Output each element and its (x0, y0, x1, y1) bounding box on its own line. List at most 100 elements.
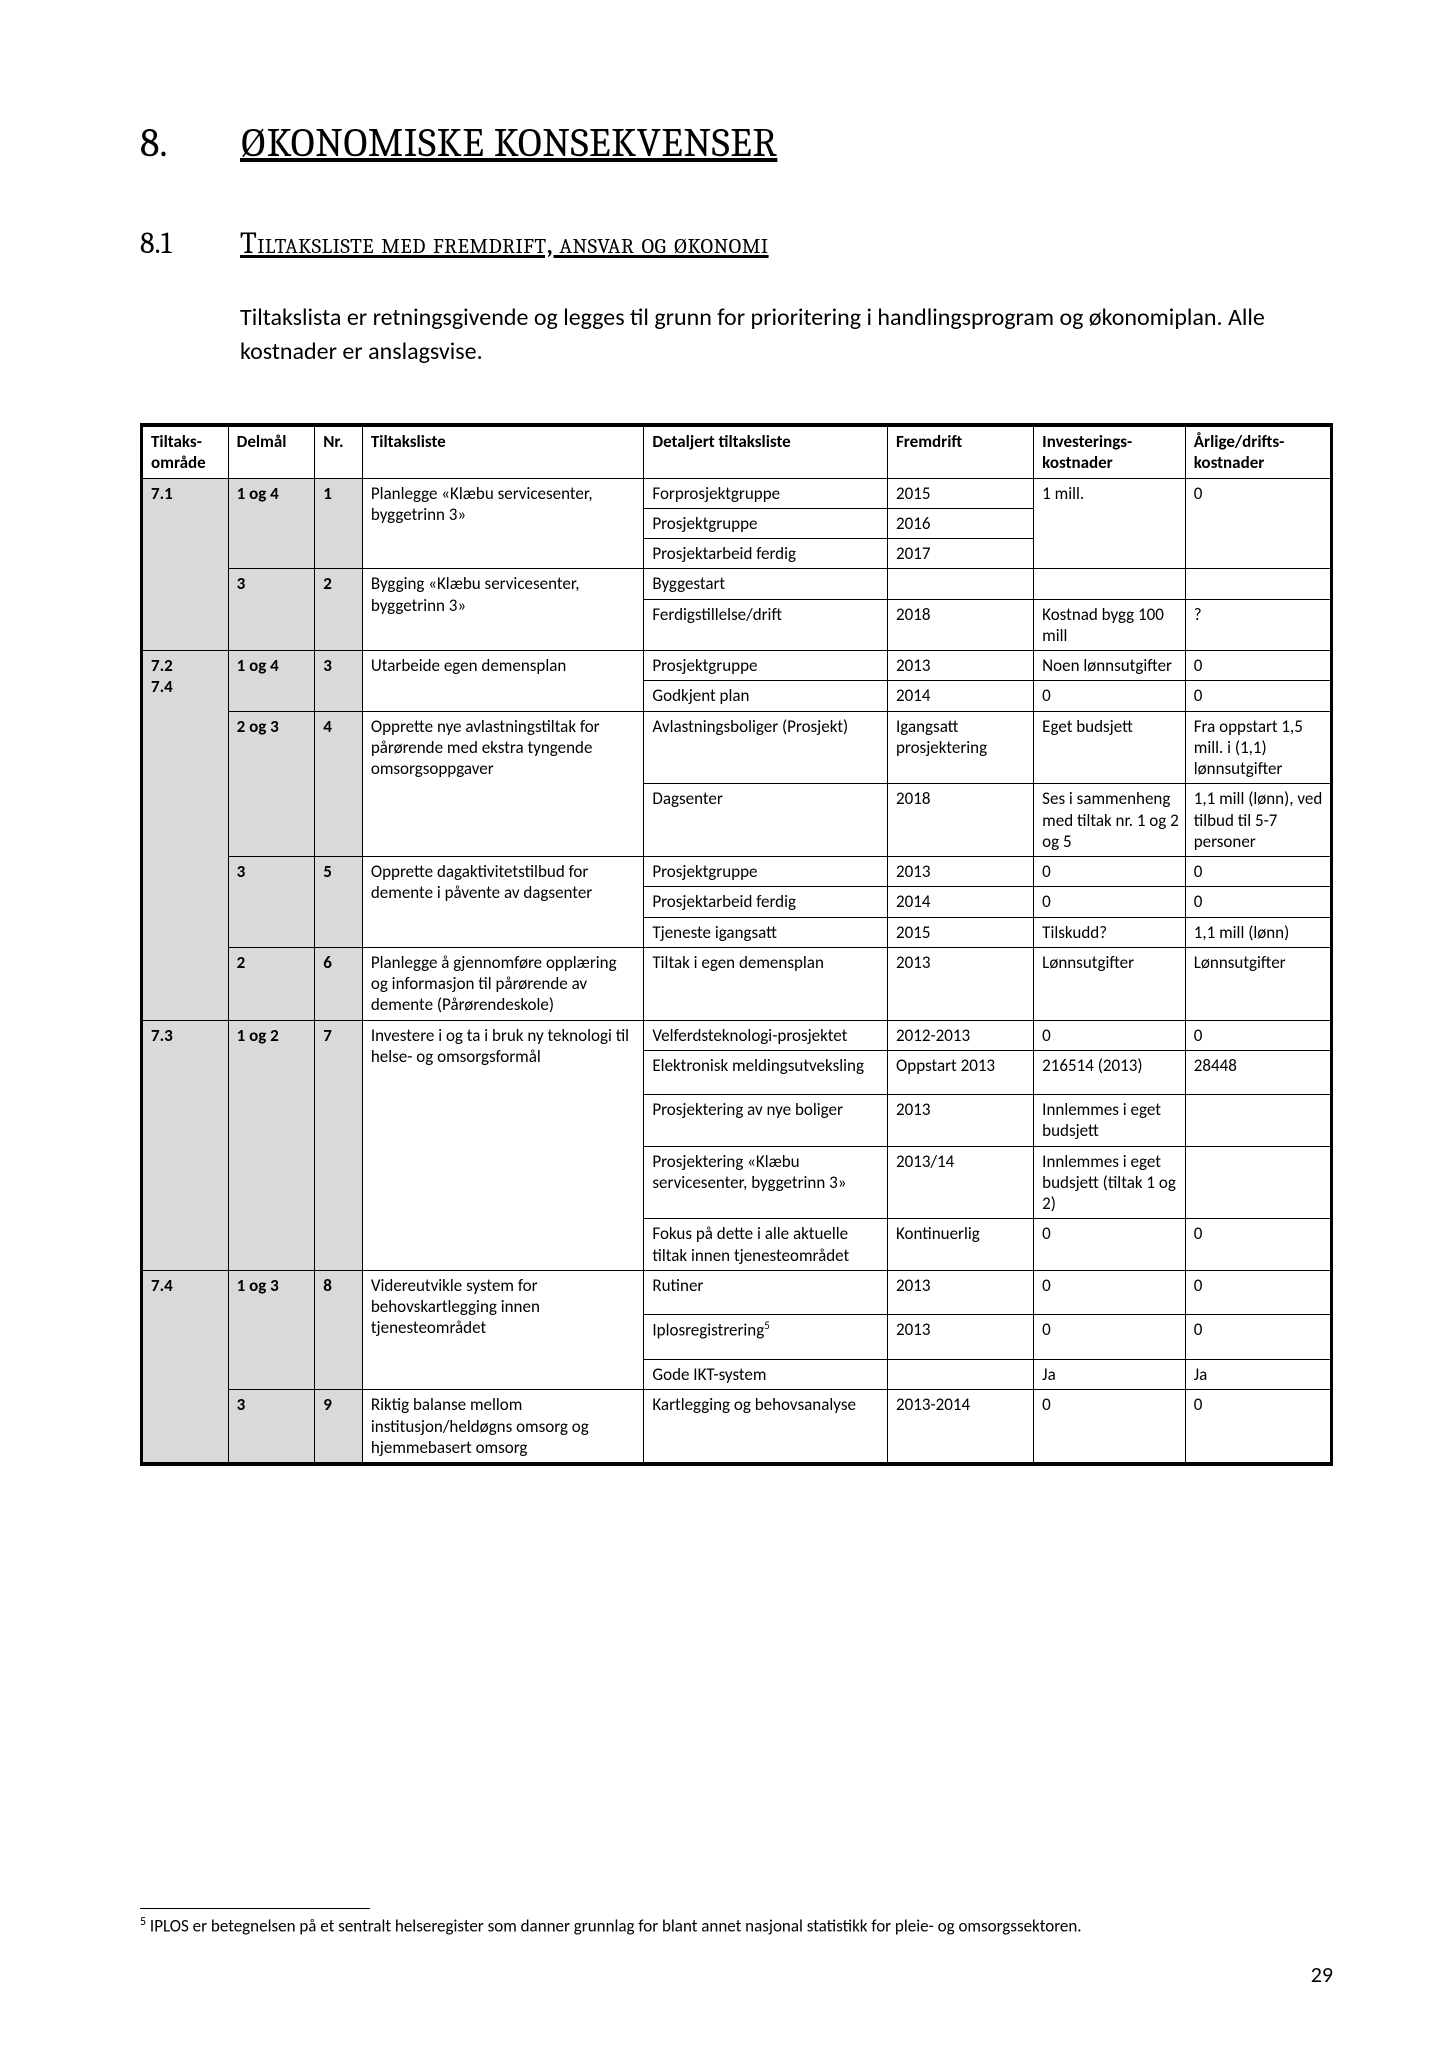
cell-invest: 0 (1034, 1219, 1186, 1271)
cell-invest: 0 (1034, 681, 1186, 711)
table-row: 7.2 7.4 1 og 4 3 Utarbeide egen demenspl… (142, 651, 1332, 681)
th-omrade: Tiltaks-område (142, 425, 229, 478)
cell-invest: 0 (1034, 1270, 1186, 1314)
footnote-text: 5 IPLOS er betegnelsen på et sentralt he… (140, 1915, 1333, 1938)
cell-drift: 0 (1185, 478, 1331, 569)
table-row: 3 5 Opprette dagaktivitetstilbud for dem… (142, 857, 1332, 887)
cell-fremdrift: 2014 (888, 887, 1034, 917)
cell-delmal: 3 (228, 857, 315, 948)
cell-liste: Planlegge «Klæbu servicesenter, byggetri… (362, 478, 644, 569)
table-row: 2 og 3 4 Opprette nye avlastningstiltak … (142, 711, 1332, 784)
cell-detalj: Fokus på dette i alle aktuelle tiltak in… (644, 1219, 888, 1271)
cell-liste: Utarbeide egen demensplan (362, 651, 644, 712)
cell-fremdrift: 2017 (888, 539, 1034, 569)
cell-detalj: Prosjektgruppe (644, 651, 888, 681)
cell-invest: Noen lønnsutgifter (1034, 651, 1186, 681)
th-liste: Tiltaksliste (362, 425, 644, 478)
cell-fremdrift: 2013 (888, 1095, 1034, 1147)
table-row: 7.3 1 og 2 7 Investere i og ta i bruk ny… (142, 1020, 1332, 1050)
th-nr: Nr. (315, 425, 363, 478)
tiltak-table: Tiltaks-område Delmål Nr. Tiltaksliste D… (140, 423, 1333, 1466)
cell-detalj: Velferdsteknologi-prosjektet (644, 1020, 888, 1050)
cell-invest: 0 (1034, 1390, 1186, 1464)
cell-delmal: 1 og 4 (228, 651, 315, 712)
th-fremdrift: Fremdrift (888, 425, 1034, 478)
table-row: 7.4 1 og 3 8 Videreutvikle system for be… (142, 1270, 1332, 1314)
cell-drift: 0 (1185, 1219, 1331, 1271)
cell-detalj: Prosjektarbeid ferdig (644, 539, 888, 569)
cell-nr: 5 (315, 857, 363, 948)
heading-1: 8. ØKONOMISKE KONSEKVENSER (140, 120, 1333, 166)
cell-detalj: Godkjent plan (644, 681, 888, 711)
cell-drift: 0 (1185, 651, 1331, 681)
cell-detalj: Prosjektgruppe (644, 857, 888, 887)
cell-omrade: 7.3 (142, 1020, 229, 1270)
cell-invest: 0 (1034, 887, 1186, 917)
heading-2-number: 8.1 (140, 226, 240, 261)
cell-drift: 1,1 mill (lønn) (1185, 917, 1331, 947)
cell-fremdrift: 2018 (888, 599, 1034, 651)
cell-invest: 0 (1034, 857, 1186, 887)
table-row: 7.1 1 og 4 1 Planlegge «Klæbu servicesen… (142, 478, 1332, 508)
footnote-ref: 5 (764, 1319, 770, 1332)
cell-delmal: 2 (228, 947, 315, 1020)
cell-detalj: Tiltak i egen demensplan (644, 947, 888, 1020)
cell-fremdrift: 2018 (888, 784, 1034, 857)
cell-drift: 1,1 mill (lønn), ved tilbud til 5-7 pers… (1185, 784, 1331, 857)
cell-fremdrift: 2013 (888, 1315, 1034, 1360)
cell-fremdrift: 2012-2013 (888, 1020, 1034, 1050)
cell-delmal: 1 og 2 (228, 1020, 315, 1270)
cell-fremdrift: 2014 (888, 681, 1034, 711)
cell-invest: Kostnad bygg 100 mill (1034, 599, 1186, 651)
cell-fremdrift: Kontinuerlig (888, 1219, 1034, 1271)
cell-detalj: Tjeneste igangsatt (644, 917, 888, 947)
cell-detalj: Avlastningsboliger (Prosjekt) (644, 711, 888, 784)
cell-nr: 4 (315, 711, 363, 857)
cell-drift (1185, 1146, 1331, 1219)
table-row: 3 2 Bygging «Klæbu servicesenter, bygget… (142, 569, 1332, 599)
cell-invest: 1 mill. (1034, 478, 1186, 569)
cell-invest: 0 (1034, 1315, 1186, 1360)
cell-nr: 3 (315, 651, 363, 712)
cell-drift: 28448 (1185, 1050, 1331, 1094)
cell-drift: Fra oppstart 1,5 mill. i (1,1) lønnsutgi… (1185, 711, 1331, 784)
cell-nr: 9 (315, 1390, 363, 1464)
cell-fremdrift: Oppstart 2013 (888, 1050, 1034, 1094)
cell-drift (1185, 569, 1331, 599)
cell-omrade: 7.2 7.4 (142, 651, 229, 1021)
cell-detalj: Ferdigstillelse/drift (644, 599, 888, 651)
cell-fremdrift: 2016 (888, 508, 1034, 538)
cell-invest: 216514 (2013) (1034, 1050, 1186, 1094)
cell-nr: 1 (315, 478, 363, 569)
cell-detalj: Prosjektarbeid ferdig (644, 887, 888, 917)
cell-detalj: Elektronisk meldingsutveksling (644, 1050, 888, 1094)
cell-fremdrift: 2015 (888, 478, 1034, 508)
page-number: 29 (1311, 1961, 1333, 1988)
cell-liste: Bygging «Klæbu servicesenter, byggetrinn… (362, 569, 644, 651)
cell-delmal: 1 og 3 (228, 1270, 315, 1389)
heading-1-text: ØKONOMISKE KONSEKVENSER (240, 120, 777, 166)
cell-drift: Lønnsutgifter (1185, 947, 1331, 1020)
heading-2-text: Tiltaksliste med fremdrift, ansvar og øk… (240, 226, 769, 261)
cell-detalj: Iplosregistrering5 (644, 1315, 888, 1360)
cell-fremdrift (888, 569, 1034, 599)
cell-fremdrift (888, 1360, 1034, 1390)
cell-invest: Eget budsjett (1034, 711, 1186, 784)
th-detalj: Detaljert tiltaksliste (644, 425, 888, 478)
th-invest: Investerings-kostnader (1034, 425, 1186, 478)
cell-fremdrift: Igangsatt prosjektering (888, 711, 1034, 784)
cell-drift: ? (1185, 599, 1331, 651)
table-row: 2 6 Planlegge å gjennomføre opplæring og… (142, 947, 1332, 1020)
cell-detalj: Prosjektering av nye boliger (644, 1095, 888, 1147)
cell-invest: Innlemmes i eget budsjett (tiltak 1 og 2… (1034, 1146, 1186, 1219)
table-row: 3 9 Riktig balanse mellom institusjon/he… (142, 1390, 1332, 1464)
cell-detalj: Rutiner (644, 1270, 888, 1314)
cell-detalj: Forprosjektgruppe (644, 478, 888, 508)
cell-liste: Planlegge å gjennomføre opplæring og inf… (362, 947, 644, 1020)
th-drift: Årlige/drifts-kostnader (1185, 425, 1331, 478)
cell-nr: 6 (315, 947, 363, 1020)
cell-invest: Tilskudd? (1034, 917, 1186, 947)
cell-fremdrift: 2013 (888, 651, 1034, 681)
cell-invest: Innlemmes i eget budsjett (1034, 1095, 1186, 1147)
cell-invest: Lønnsutgifter (1034, 947, 1186, 1020)
